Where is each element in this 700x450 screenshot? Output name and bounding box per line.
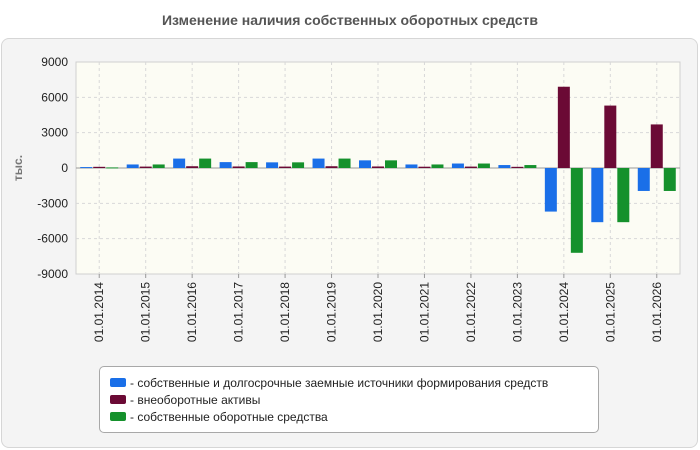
bar-noncurrent-assets (650, 124, 663, 168)
bar-working-capital (385, 160, 397, 168)
bar-noncurrent-assets (604, 105, 617, 168)
x-tick-label: 01.01.2016 (185, 282, 199, 342)
bar-sources (591, 168, 604, 223)
bar-sources (80, 167, 93, 169)
bar-sources (312, 158, 325, 168)
bar-noncurrent-assets (93, 166, 106, 168)
legend-item-sources: - собственные и долгосрочные заемные ист… (110, 374, 598, 391)
bar-working-capital (152, 164, 165, 168)
x-tick-label: 01.01.2020 (371, 282, 385, 342)
bar-sources (498, 165, 511, 168)
legend-item-working-capital: - собственные оборотные средства (110, 408, 598, 425)
x-tick-label: 01.01.2017 (232, 282, 246, 342)
legend-swatch-noncurrent-assets (110, 395, 126, 404)
bar-noncurrent-assets (232, 166, 245, 168)
legend-swatch-sources (110, 378, 126, 387)
y-tick-label: 9000 (41, 55, 68, 69)
legend: - собственные и долгосрочные заемные ист… (99, 366, 599, 433)
bar-noncurrent-assets (186, 166, 199, 168)
bar-working-capital (570, 168, 583, 253)
bar-noncurrent-assets (557, 86, 570, 168)
y-tick-label: 0 (61, 161, 68, 175)
bar-noncurrent-assets (464, 166, 477, 168)
legend-swatch-working-capital (110, 412, 126, 421)
y-tick-label: 6000 (41, 90, 68, 104)
bar-working-capital (663, 168, 676, 191)
bar-sources (405, 164, 418, 168)
bar-noncurrent-assets (325, 166, 338, 168)
bar-working-capital (431, 164, 444, 168)
bar-working-capital (477, 163, 490, 168)
bar-working-capital (617, 168, 630, 223)
bar-sources (219, 162, 232, 168)
x-tick-label: 01.01.2015 (139, 282, 153, 342)
bar-noncurrent-assets (139, 166, 152, 168)
x-tick-label: 01.01.2021 (417, 282, 431, 342)
bar-sources (544, 168, 557, 212)
x-tick-label: 01.01.2025 (603, 282, 617, 342)
bar-noncurrent-assets (511, 166, 524, 168)
x-tick-label: 01.01.2018 (278, 282, 292, 342)
bar-sources (451, 163, 464, 168)
legend-item-noncurrent-assets: - внеоборотные активы (110, 391, 598, 408)
legend-label-noncurrent-assets: - внеоборотные активы (130, 392, 261, 407)
bar-working-capital (245, 162, 258, 168)
bar-working-capital (106, 167, 119, 169)
bar-working-capital (524, 165, 537, 168)
bar-sources (173, 158, 186, 168)
bar-noncurrent-assets (372, 166, 384, 168)
y-axis-label: тыс. (11, 155, 25, 181)
x-tick-label: 01.01.2026 (650, 282, 664, 342)
bar-working-capital (292, 162, 305, 168)
bar-working-capital (338, 158, 351, 168)
x-tick-label: 01.01.2024 (557, 282, 571, 342)
y-tick-label: -9000 (37, 267, 68, 281)
bar-sources (126, 164, 139, 168)
bar-noncurrent-assets (279, 166, 292, 168)
chart-title: Изменение наличия собственных оборотных … (161, 12, 539, 28)
x-tick-label: 01.01.2022 (464, 282, 478, 342)
bar-sources (359, 160, 371, 168)
bar-working-capital (199, 158, 212, 168)
y-tick-label: -3000 (37, 196, 68, 210)
y-tick-label: -6000 (37, 232, 68, 246)
y-tick-label: 3000 (41, 126, 68, 140)
bar-sources (266, 162, 279, 168)
legend-label-working-capital: - собственные оборотные средства (130, 409, 328, 424)
bar-sources (637, 168, 650, 191)
bar-noncurrent-assets (418, 166, 431, 168)
x-tick-label: 01.01.2014 (92, 282, 106, 342)
legend-label-sources: - собственные и долгосрочные заемные ист… (130, 375, 549, 390)
x-tick-label: 01.01.2019 (325, 282, 339, 342)
x-tick-label: 01.01.2023 (510, 282, 524, 342)
